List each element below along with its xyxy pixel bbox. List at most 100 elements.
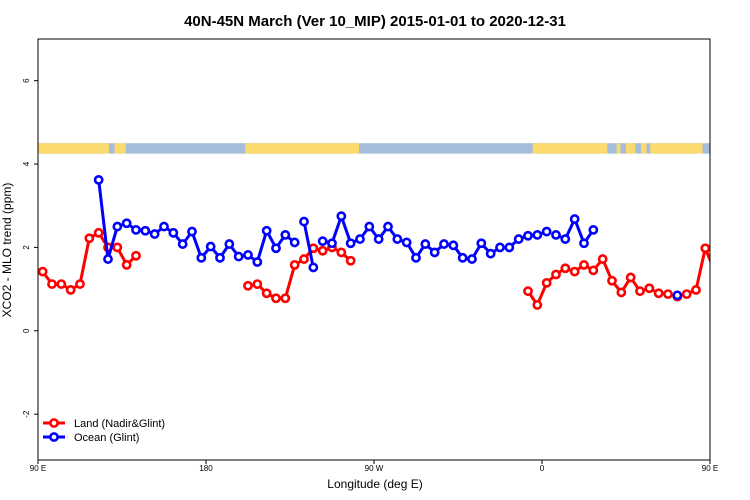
data-point — [140, 225, 151, 236]
data-point — [635, 286, 645, 297]
y-axis: -2 0 2 4 6 — [22, 78, 38, 418]
data-point — [457, 252, 468, 263]
data-point — [327, 238, 337, 249]
data-point — [532, 300, 543, 310]
data-point — [532, 230, 543, 240]
data-point — [644, 283, 655, 294]
data-point — [653, 288, 664, 299]
data-point — [429, 247, 440, 258]
ocean-mask — [38, 143, 710, 154]
legend-item: Ocean (Glint) — [43, 432, 139, 444]
plot-frame — [37, 38, 711, 461]
data-point — [616, 287, 627, 298]
data-point — [280, 293, 291, 304]
data-point — [149, 229, 160, 239]
x-axis-label: Longitude (deg E) — [327, 477, 422, 491]
data-point — [271, 243, 281, 254]
data-point — [476, 238, 487, 249]
data-point — [411, 252, 421, 263]
land-mask-segment — [626, 143, 636, 154]
data-point — [691, 285, 701, 295]
data-point — [103, 254, 113, 264]
data-point — [131, 250, 141, 261]
data-point — [75, 279, 85, 289]
data-point — [551, 269, 561, 280]
x-tick-label: 90 E — [702, 464, 718, 473]
legend-label: Ocean (Glint) — [74, 432, 139, 444]
data-point — [448, 240, 459, 251]
data-point — [523, 286, 533, 297]
data-point — [205, 241, 216, 252]
data-point — [233, 251, 244, 262]
data-point — [730, 280, 737, 287]
data-point — [84, 233, 95, 244]
data-point — [289, 260, 300, 270]
data-point — [672, 290, 683, 301]
data-point — [663, 289, 673, 300]
data-point — [65, 285, 76, 295]
data-point — [252, 257, 263, 267]
data-point — [345, 255, 356, 266]
data-point — [93, 174, 104, 185]
data-point — [607, 275, 617, 286]
y-tick-label: 0 — [22, 328, 31, 333]
data-point — [730, 176, 737, 183]
data-point — [700, 243, 710, 254]
data-point — [560, 234, 571, 244]
y-tick-label: 6 — [22, 78, 31, 83]
data-point — [159, 221, 169, 232]
plot-series — [38, 174, 750, 310]
x-tick-label: 180 — [199, 464, 213, 473]
series-line — [733, 180, 750, 259]
data-point — [364, 221, 375, 232]
legend-label: Land (Nadir&Glint) — [74, 418, 165, 430]
data-point — [720, 280, 727, 287]
landmask-bar — [38, 143, 710, 154]
chart-title: 40N-45N March (Ver 10_MIP) 2015-01-01 to… — [184, 13, 566, 30]
land-mask-segment — [38, 143, 109, 154]
data-point — [112, 221, 123, 232]
data-point — [224, 239, 235, 249]
data-point — [439, 239, 449, 249]
data-point — [420, 239, 431, 249]
legend-marker — [49, 418, 59, 428]
data-point — [579, 260, 589, 270]
data-point — [579, 238, 589, 249]
data-point — [597, 254, 608, 264]
y-axis-label: XCO2 - MLO trend (ppm) — [0, 183, 14, 318]
data-point — [739, 255, 746, 262]
data-point — [336, 211, 347, 222]
data-point — [289, 237, 300, 248]
data-point — [355, 234, 365, 244]
data-point — [93, 227, 104, 238]
data-point — [252, 279, 263, 289]
land-mask-segment — [650, 143, 703, 154]
data-point — [392, 234, 403, 244]
data-point — [625, 272, 636, 283]
data-point — [261, 225, 272, 236]
x-tick-label: 0 — [540, 464, 545, 473]
data-point — [681, 289, 692, 300]
data-point — [383, 221, 393, 232]
data-point — [280, 230, 291, 240]
land-mask-segment — [245, 143, 360, 154]
data-point — [317, 236, 328, 247]
data-point — [271, 293, 281, 304]
data-point — [299, 216, 309, 227]
data-point — [168, 227, 179, 238]
data-point — [131, 225, 141, 235]
land-mask-segment — [114, 143, 126, 154]
data-point — [299, 254, 309, 264]
data-point — [336, 247, 347, 258]
land-mask-segment — [532, 143, 608, 154]
data-point — [569, 266, 580, 277]
legend-marker — [49, 432, 59, 442]
data-point — [467, 254, 477, 264]
data-point — [739, 286, 746, 293]
data-point — [401, 237, 412, 248]
data-point — [345, 238, 356, 249]
y-tick-label: 4 — [22, 161, 31, 166]
data-point — [243, 280, 253, 291]
series-2 — [672, 290, 683, 301]
data-point — [541, 277, 552, 288]
